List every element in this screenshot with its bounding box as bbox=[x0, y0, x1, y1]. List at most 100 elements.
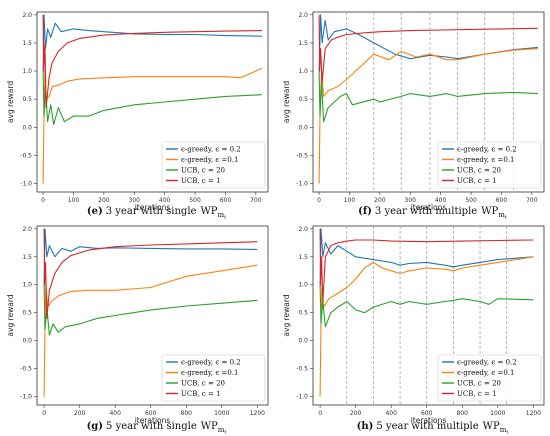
x-tick-label: 200 bbox=[74, 410, 86, 417]
y-axis-label: avg reward bbox=[282, 294, 291, 336]
chart-panel-1: 0 100 200 300 400 500 600 700 -1.0 -0.5 0.0 0.5 1.0 1… bbox=[282, 11, 545, 221]
caption-letter: (f) bbox=[358, 206, 372, 217]
series-line-1 bbox=[318, 48, 538, 184]
caption-letter: (e) bbox=[87, 206, 103, 217]
x-tick-label: 0 bbox=[318, 410, 322, 417]
x-tick-label: 1200 bbox=[526, 410, 541, 417]
plot-frame bbox=[312, 225, 545, 406]
y-tick-label: 0.0 bbox=[22, 338, 32, 345]
plot-frame bbox=[312, 11, 545, 193]
x-tick-label: 1000 bbox=[490, 410, 505, 417]
legend-entry: UCB, c = 1 bbox=[181, 390, 221, 398]
y-tick-label: -0.5 bbox=[296, 366, 308, 373]
x-tick-label: 600 bbox=[421, 410, 433, 417]
y-tick-label: 0.5 bbox=[298, 310, 308, 317]
y-tick-label: -0.5 bbox=[296, 152, 308, 159]
legend-box bbox=[437, 141, 542, 189]
caption-text: 3 year with multiple bbox=[375, 206, 477, 217]
legend-entry: ϵ-greedy, ϵ =0.1 bbox=[457, 369, 515, 377]
y-tick-label: 2.0 bbox=[22, 12, 32, 19]
y-tick-label: 0.0 bbox=[22, 124, 32, 131]
y-tick-label: 1.5 bbox=[22, 254, 32, 261]
caption-wp: WP bbox=[483, 421, 500, 432]
caption-text: 3 year with single bbox=[106, 206, 197, 217]
legend-entry: UCB, c = 20 bbox=[457, 167, 501, 175]
y-tick-label: -1.0 bbox=[296, 181, 308, 188]
legend: ϵ-greedy, ϵ = 0.2 ϵ-greedy, ϵ =0.1 UCB, c … bbox=[161, 354, 266, 402]
series-line-1 bbox=[319, 256, 534, 397]
x-tick-label: 100 bbox=[68, 197, 80, 204]
y-tick-label: -1.0 bbox=[20, 181, 32, 188]
y-tick-label: 0.0 bbox=[298, 338, 308, 345]
x-tick-label: 300 bbox=[129, 197, 141, 204]
y-tick-label: -1.0 bbox=[296, 394, 308, 401]
y-axis-label: avg reward bbox=[6, 81, 15, 123]
y-axis-label: avg reward bbox=[282, 81, 291, 123]
x-axis-label: iterations bbox=[411, 203, 447, 212]
x-tick-label: 400 bbox=[385, 410, 397, 417]
series-line-3 bbox=[42, 14, 262, 109]
x-tick-label: 500 bbox=[465, 197, 477, 204]
x-tick-label: 400 bbox=[109, 410, 121, 417]
legend: ϵ-greedy, ϵ = 0.2 ϵ-greedy, ϵ =0.1 UCB, c … bbox=[437, 354, 542, 402]
caption-letter: (g) bbox=[87, 421, 103, 432]
x-tick-label: 100 bbox=[344, 197, 356, 204]
y-tick-label: 2.0 bbox=[22, 226, 32, 233]
y-tick-label: 0.5 bbox=[22, 96, 32, 103]
y-tick-label: 1.0 bbox=[22, 68, 32, 75]
y-tick-label: 0.0 bbox=[298, 124, 308, 131]
chart-panel-3: 0 200 400 600 800 1000 1200 -1.0 -0.5 0.0 0.5 1.0 1.… bbox=[282, 225, 545, 436]
y-tick-label: 0.5 bbox=[298, 96, 308, 103]
x-tick-label: 600 bbox=[496, 197, 508, 204]
legend-entry: ϵ-greedy, ϵ =0.1 bbox=[181, 156, 239, 164]
x-tick-label: 0 bbox=[41, 197, 45, 204]
caption-wp: WP bbox=[200, 206, 217, 217]
chart-panel-2: 0 200 400 600 800 1000 1200 -1.0 -0.5 0.0 0.5 1.0 1.… bbox=[6, 225, 269, 436]
legend-entry: UCB, c = 1 bbox=[457, 177, 497, 185]
series-line-3 bbox=[319, 228, 534, 303]
legend-entry: UCB, c = 20 bbox=[457, 380, 501, 388]
legend-entry: ϵ-greedy, ϵ = 0.2 bbox=[457, 359, 517, 367]
x-tick-label: 200 bbox=[374, 197, 386, 204]
legend-box bbox=[161, 354, 266, 402]
x-tick-label: 0 bbox=[317, 197, 321, 204]
plot-frame bbox=[36, 11, 269, 193]
series-line-0 bbox=[43, 228, 258, 285]
x-tick-label: 500 bbox=[189, 197, 201, 204]
legend-entry: ϵ-greedy, ϵ = 0.2 bbox=[457, 146, 517, 154]
x-tick-label: 600 bbox=[145, 410, 157, 417]
caption-sub: m bbox=[217, 211, 224, 219]
legend: ϵ-greedy, ϵ = 0.2 ϵ-greedy, ϵ =0.1 UCB, c … bbox=[437, 141, 542, 189]
legend-entry: UCB, c = 20 bbox=[181, 167, 225, 175]
y-tick-label: -0.5 bbox=[20, 366, 32, 373]
y-axis-label: avg reward bbox=[6, 294, 15, 336]
y-tick-label: 2.0 bbox=[298, 226, 308, 233]
series-line-3 bbox=[318, 14, 538, 83]
x-tick-label: 0 bbox=[42, 410, 46, 417]
x-tick-label: 800 bbox=[457, 410, 469, 417]
x-tick-label: 700 bbox=[250, 197, 262, 204]
y-tick-label: 1.5 bbox=[298, 254, 308, 261]
figure-caption: (e) 3 year with single WPmt bbox=[87, 206, 226, 221]
caption-text: 5 year with single bbox=[106, 421, 197, 432]
x-tick-label: 400 bbox=[159, 197, 171, 204]
x-tick-label: 300 bbox=[405, 197, 417, 204]
caption-subsub: t bbox=[505, 215, 507, 221]
series-line-0 bbox=[42, 14, 262, 72]
y-tick-label: -0.5 bbox=[20, 152, 32, 159]
legend-box bbox=[161, 141, 266, 189]
x-tick-label: 200 bbox=[98, 197, 110, 204]
caption-text: 5 year with multiple bbox=[376, 421, 478, 432]
legend-entry: UCB, c = 1 bbox=[181, 177, 221, 185]
y-tick-label: 1.0 bbox=[298, 68, 308, 75]
legend-entry: ϵ-greedy, ϵ =0.1 bbox=[457, 156, 515, 164]
legend-entry: ϵ-greedy, ϵ = 0.2 bbox=[181, 359, 241, 367]
y-tick-label: 1.0 bbox=[22, 282, 32, 289]
caption-sub: m bbox=[500, 426, 507, 434]
figure-caption: (f) 3 year with multiple WPmt bbox=[358, 206, 507, 221]
figure-caption: (g) 5 year with single WPmt bbox=[87, 421, 227, 436]
figure-caption: (h) 5 year with multiple WPmt bbox=[357, 421, 509, 436]
x-tick-label: 200 bbox=[350, 410, 362, 417]
x-tick-label: 600 bbox=[220, 197, 232, 204]
caption-subsub: t bbox=[224, 215, 226, 221]
